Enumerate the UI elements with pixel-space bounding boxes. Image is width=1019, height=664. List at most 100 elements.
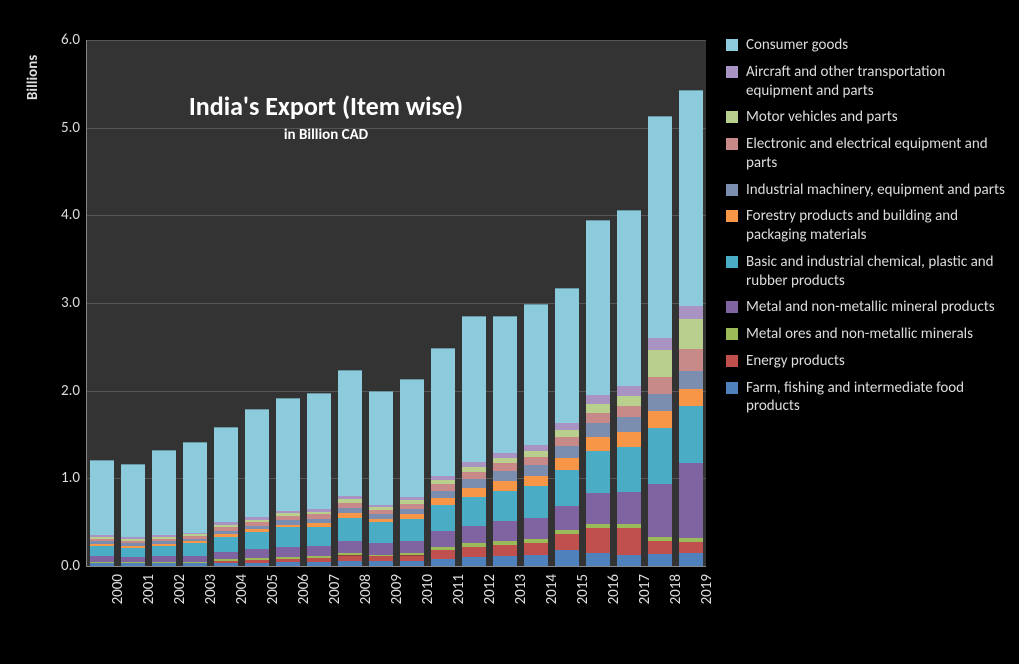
bar-segment	[555, 549, 579, 566]
bar-segment	[648, 349, 672, 376]
x-tick-label: 2004	[233, 574, 251, 624]
legend-swatch	[726, 210, 738, 222]
x-tick-label: 2001	[140, 574, 158, 624]
legend-item: Motor vehicles and parts	[726, 108, 1006, 127]
legend-item: Electronic and electrical equipment and …	[726, 135, 1006, 173]
legend-item: Industrial machinery, equipment and part…	[726, 181, 1006, 200]
bar-segment	[400, 379, 424, 497]
bar-segment	[648, 553, 672, 566]
y-tick-label: 1.0	[46, 469, 80, 487]
legend-swatch	[726, 66, 738, 78]
bar-segment	[493, 544, 517, 556]
bar-segment	[462, 471, 486, 479]
legend-swatch	[726, 39, 738, 51]
x-tick-label: 2002	[171, 574, 189, 624]
bar-segment	[462, 316, 486, 462]
bar-segment	[214, 536, 238, 552]
bar-segment	[338, 370, 362, 495]
legend-label: Metal ores and non-metallic minerals	[746, 325, 973, 344]
bar-segment	[214, 427, 238, 523]
legend-item: Metal ores and non-metallic minerals	[726, 325, 1006, 344]
bar-segment	[679, 90, 703, 306]
bar-segment	[338, 517, 362, 541]
bar-segment	[524, 456, 548, 465]
bar-segment	[245, 548, 269, 558]
bar-segment	[648, 410, 672, 428]
bar-segment	[462, 487, 486, 497]
bar-segment	[586, 412, 610, 424]
bar-segment	[524, 450, 548, 457]
x-tick-label: 2018	[667, 574, 685, 624]
bar-segment	[648, 337, 672, 350]
bar-segment	[555, 436, 579, 446]
bar-segment	[524, 464, 548, 476]
bar-segment	[648, 540, 672, 553]
y-tick-label: 0.0	[46, 557, 80, 575]
bar-segment	[493, 555, 517, 566]
bar-segment	[555, 469, 579, 505]
bar-segment	[462, 496, 486, 526]
bar-segment	[524, 444, 548, 451]
bar-segment	[431, 490, 455, 498]
bar-segment	[214, 551, 238, 559]
y-tick-label: 2.0	[46, 382, 80, 400]
bar-segment	[183, 442, 207, 532]
bar-segment	[276, 526, 300, 546]
bar-segment	[462, 546, 486, 558]
chart-frame: 0.01.02.03.04.05.06.0 200020012002200320…	[6, 6, 1013, 658]
legend-item: Aircraft and other transportation equipm…	[726, 63, 1006, 101]
bar-segment	[462, 556, 486, 566]
x-tick-label: 2007	[326, 574, 344, 624]
legend-label: Consumer goods	[746, 36, 848, 55]
legend-label: Electronic and electrical equipment and …	[746, 135, 1006, 173]
bar-segment	[431, 530, 455, 547]
bar-segment	[338, 540, 362, 553]
legend-item: Forestry products and building and packa…	[726, 207, 1006, 245]
bar-segment	[431, 497, 455, 505]
chart-title: India's Export (Item wise)	[126, 90, 526, 122]
bar-segment	[617, 385, 641, 396]
legend: Consumer goods Aircraft and other transpo…	[726, 36, 1006, 424]
bar-segment	[679, 318, 703, 350]
y-tick-label: 6.0	[46, 31, 80, 49]
legend-item: Consumer goods	[726, 36, 1006, 55]
bar-segment	[586, 552, 610, 566]
bar-segment	[679, 405, 703, 463]
bar-segment	[617, 405, 641, 417]
bar-segment	[648, 427, 672, 485]
bar-segment	[431, 549, 455, 559]
bar-segment	[648, 393, 672, 411]
y-tick-label: 3.0	[46, 294, 80, 312]
bar-segment	[121, 547, 145, 558]
bar-segment	[679, 348, 703, 371]
x-tick-label: 2006	[295, 574, 313, 624]
x-tick-label: 2009	[388, 574, 406, 624]
bar-segment	[400, 540, 424, 553]
bar-segment	[90, 460, 114, 536]
bar-segment	[586, 450, 610, 493]
bar-segment	[617, 395, 641, 406]
bar-segment	[245, 409, 269, 517]
bar-segment	[462, 525, 486, 544]
bar-segment	[276, 398, 300, 511]
legend-swatch	[726, 111, 738, 123]
bar-segment	[586, 403, 610, 413]
bar-segment	[493, 520, 517, 540]
bar-segment	[369, 391, 393, 504]
bar-segment	[524, 475, 548, 487]
bar-segment	[586, 422, 610, 437]
bar-segment	[462, 478, 486, 488]
bar-segment	[493, 490, 517, 522]
bar-segment	[431, 348, 455, 476]
bar-segment	[524, 485, 548, 518]
bar-segment	[617, 446, 641, 493]
legend-label: Motor vehicles and parts	[746, 108, 898, 127]
legend-item: Energy products	[726, 352, 1006, 371]
bar-segment	[617, 554, 641, 566]
bar-segment	[90, 545, 114, 557]
bar-segment	[648, 376, 672, 395]
legend-swatch	[726, 256, 738, 268]
x-tick-label: 2014	[543, 574, 561, 624]
legend-label: Basic and industrial chemical, plastic a…	[746, 253, 1006, 291]
x-tick-label: 2019	[698, 574, 716, 624]
